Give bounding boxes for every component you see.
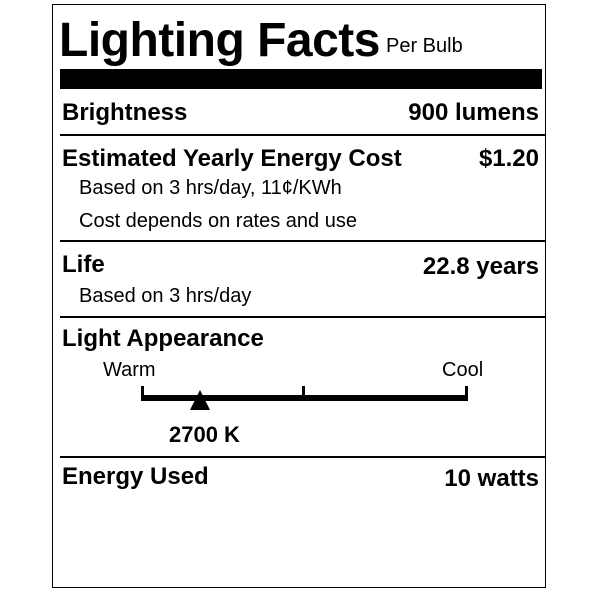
brightness-value: 900 lumens (408, 99, 539, 126)
energy-cost-note: Cost depends on rates and use (79, 210, 357, 232)
energy-cost-label: Estimated Yearly Energy Cost (62, 145, 402, 172)
divider (60, 456, 546, 458)
energy-cost-note: Based on 3 hrs/day, 11¢/KWh (79, 177, 342, 199)
light-appearance-label: Light Appearance (62, 325, 264, 352)
brightness-label: Brightness (62, 99, 188, 126)
life-label: Life (62, 251, 105, 278)
energy-used-value: 10 watts (444, 465, 539, 492)
life-note: Based on 3 hrs/day (79, 285, 252, 307)
color-temperature-scale (141, 395, 468, 401)
divider (60, 316, 546, 318)
header-bar (60, 69, 542, 89)
scale-tick (141, 386, 144, 397)
divider (60, 134, 546, 136)
scale-tick (465, 386, 468, 397)
label-title: Lighting Facts (59, 14, 380, 67)
energy-cost-value: $1.20 (478, 145, 539, 172)
divider (60, 240, 546, 242)
color-temperature-marker (189, 390, 210, 410)
energy-used-label: Energy Used (62, 463, 209, 490)
label-subtitle: Per Bulb (386, 35, 463, 57)
life-value: 22.8 years (422, 253, 539, 280)
lighting-facts-label: Lighting Facts Per Bulb Brightness 900 l… (52, 4, 546, 588)
color-temperature-value: 2700 K (169, 422, 240, 447)
cool-label: Cool (442, 359, 484, 381)
scale-tick (302, 386, 305, 397)
warm-label: Warm (103, 359, 156, 381)
